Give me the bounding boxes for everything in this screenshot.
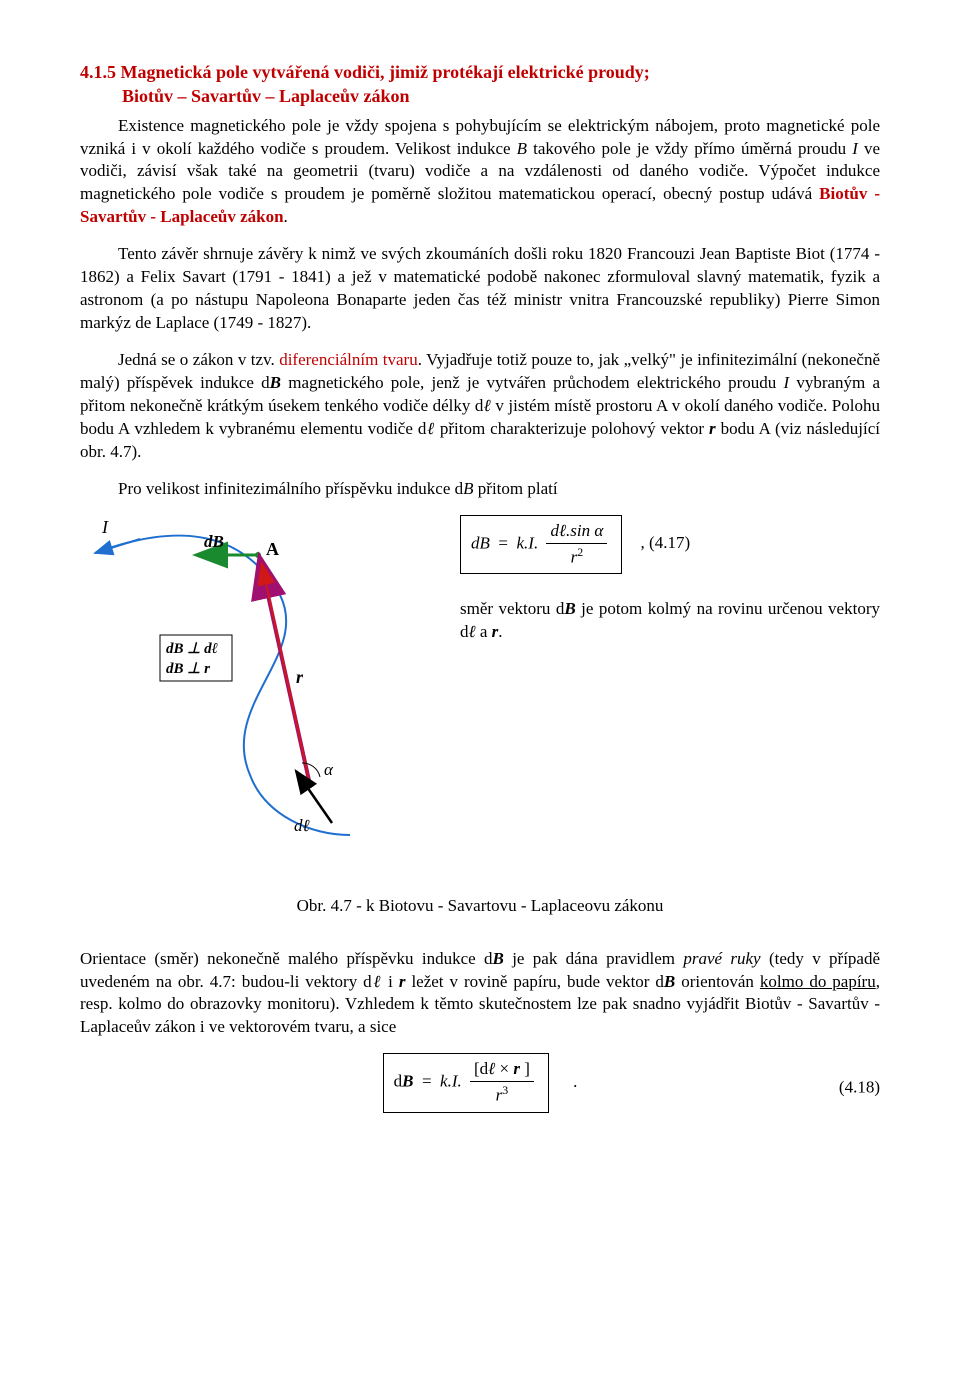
diagram-svg xyxy=(80,515,440,855)
p4-b: přitom platí xyxy=(474,479,558,498)
p3-ell2: ℓ xyxy=(426,419,435,438)
p5-a: Orientace (směr) nekonečně malého příspě… xyxy=(80,949,493,968)
p3-f: přitom charakterizuje polohový vektor xyxy=(435,419,709,438)
paragraph-2: Tento závěr shrnuje závěry k nimž ve svý… xyxy=(80,243,880,335)
p1-end: . xyxy=(284,207,288,226)
p4-a: Pro velikost infinitezimálního příspěvku… xyxy=(118,479,463,498)
eq417-number: , (4.17) xyxy=(641,533,691,552)
eq417-num: dℓ.sin α xyxy=(546,520,607,544)
A-label: A xyxy=(266,537,279,561)
alpha-label: α xyxy=(324,759,333,782)
paragraph-3: Jedná se o zákon v tzv. diferenciálním t… xyxy=(80,349,880,464)
p5-b: je pak dána pravidlem xyxy=(504,949,684,968)
eq418-number: (4.18) xyxy=(839,1077,880,1100)
p5-f: orientován xyxy=(675,972,760,991)
p5-ell: ℓ xyxy=(372,972,383,991)
p5-B2: B xyxy=(664,972,675,991)
st-d: . xyxy=(498,622,502,641)
figure-caption: Obr. 4.7 - k Biotovu - Savartovu - Lapla… xyxy=(80,895,880,918)
section-number: 4.1.5 xyxy=(80,62,116,82)
p3-a: Jedná se o zákon v tzv. xyxy=(118,350,279,369)
figure-left: I dB A dB ⊥ dℓ dB ⊥ r r α dℓ xyxy=(80,515,440,855)
equation-4-17: dB = k.I. dℓ.sin α r2 , (4.17) xyxy=(460,515,880,585)
perp-line-1: dB ⊥ dℓ xyxy=(166,641,218,657)
eq418-dp: 3 xyxy=(502,1083,508,1097)
I-label: I xyxy=(102,515,108,539)
p3-diff: diferenciálním tvaru xyxy=(279,350,418,369)
p3-r: r xyxy=(709,419,716,438)
eq418-nd: d xyxy=(480,1059,489,1078)
p3-ell: ℓ xyxy=(483,396,491,415)
p5-kolmo: kolmo do papíru xyxy=(760,972,876,991)
equation-4-18: dB = k.I. [dℓ × r ] r3 xyxy=(383,1053,549,1113)
p3-B1: B xyxy=(270,373,281,392)
p1-B: B xyxy=(517,139,527,158)
eq417-pre: k.I. xyxy=(516,533,538,552)
section-title-2: Biotův – Savartův – Laplaceův zákon xyxy=(122,84,880,108)
eq418-B: B xyxy=(402,1072,413,1091)
eq418-close: ] xyxy=(520,1059,530,1078)
biot-savart-diagram: I dB A dB ⊥ dℓ dB ⊥ r r α dℓ xyxy=(80,515,440,855)
eq417-den-pow: 2 xyxy=(577,545,583,559)
p5-e: ležet v rovině papíru, bude vektor d xyxy=(405,972,663,991)
st-ell: ℓ xyxy=(469,622,476,641)
figure-row: I dB A dB ⊥ dℓ dB ⊥ r r α dℓ dB = k.I. d… xyxy=(80,515,880,855)
p5-B: B xyxy=(493,949,504,968)
eq418-x: × xyxy=(495,1059,513,1078)
st-c: a xyxy=(476,622,492,641)
dl-label: dℓ xyxy=(294,815,310,838)
st-B: B xyxy=(564,599,575,618)
p5-prave: pravé ruky xyxy=(683,949,760,968)
figure-right: dB = k.I. dℓ.sin α r2 , (4.17) směr vekt… xyxy=(440,515,880,658)
eq418-period: . xyxy=(573,1072,577,1091)
section-heading: 4.1.5 Magnetická pole vytvářená vodiči, … xyxy=(80,60,880,109)
r-label: r xyxy=(296,665,303,689)
perp-line-2: dB ⊥ r xyxy=(166,661,210,677)
eq418-nr: r xyxy=(513,1059,520,1078)
p3-c: magnetického pole, jenž je vytvářen průc… xyxy=(281,373,783,392)
eq418-pre: k.I. xyxy=(440,1072,462,1091)
p2-text: Tento závěr shrnuje závěry k nimž ve svý… xyxy=(80,244,880,332)
p1-b: takového pole je vždy přímo úměrná proud… xyxy=(527,139,852,158)
paragraph-1: Existence magnetického pole je vždy spoj… xyxy=(80,115,880,230)
st-a: směr vektoru d xyxy=(460,599,564,618)
eq418-d: d xyxy=(394,1072,403,1091)
p4-B: B xyxy=(463,479,473,498)
paragraph-5: Orientace (směr) nekonečně malého příspě… xyxy=(80,948,880,1040)
dB-label: dB xyxy=(204,531,224,554)
equation-4-18-row: dB = k.I. [dℓ × r ] r3 . (4.18) xyxy=(80,1053,880,1123)
eq417-lhs: dB xyxy=(471,533,490,552)
side-text: směr vektoru dB je potom kolmý na rovinu… xyxy=(460,598,880,644)
section-title-1: Magnetická pole vytvářená vodiči, jimiž … xyxy=(121,62,650,82)
paragraph-4: Pro velikost infinitezimálního příspěvku… xyxy=(80,478,880,501)
p5-d: i xyxy=(382,972,399,991)
